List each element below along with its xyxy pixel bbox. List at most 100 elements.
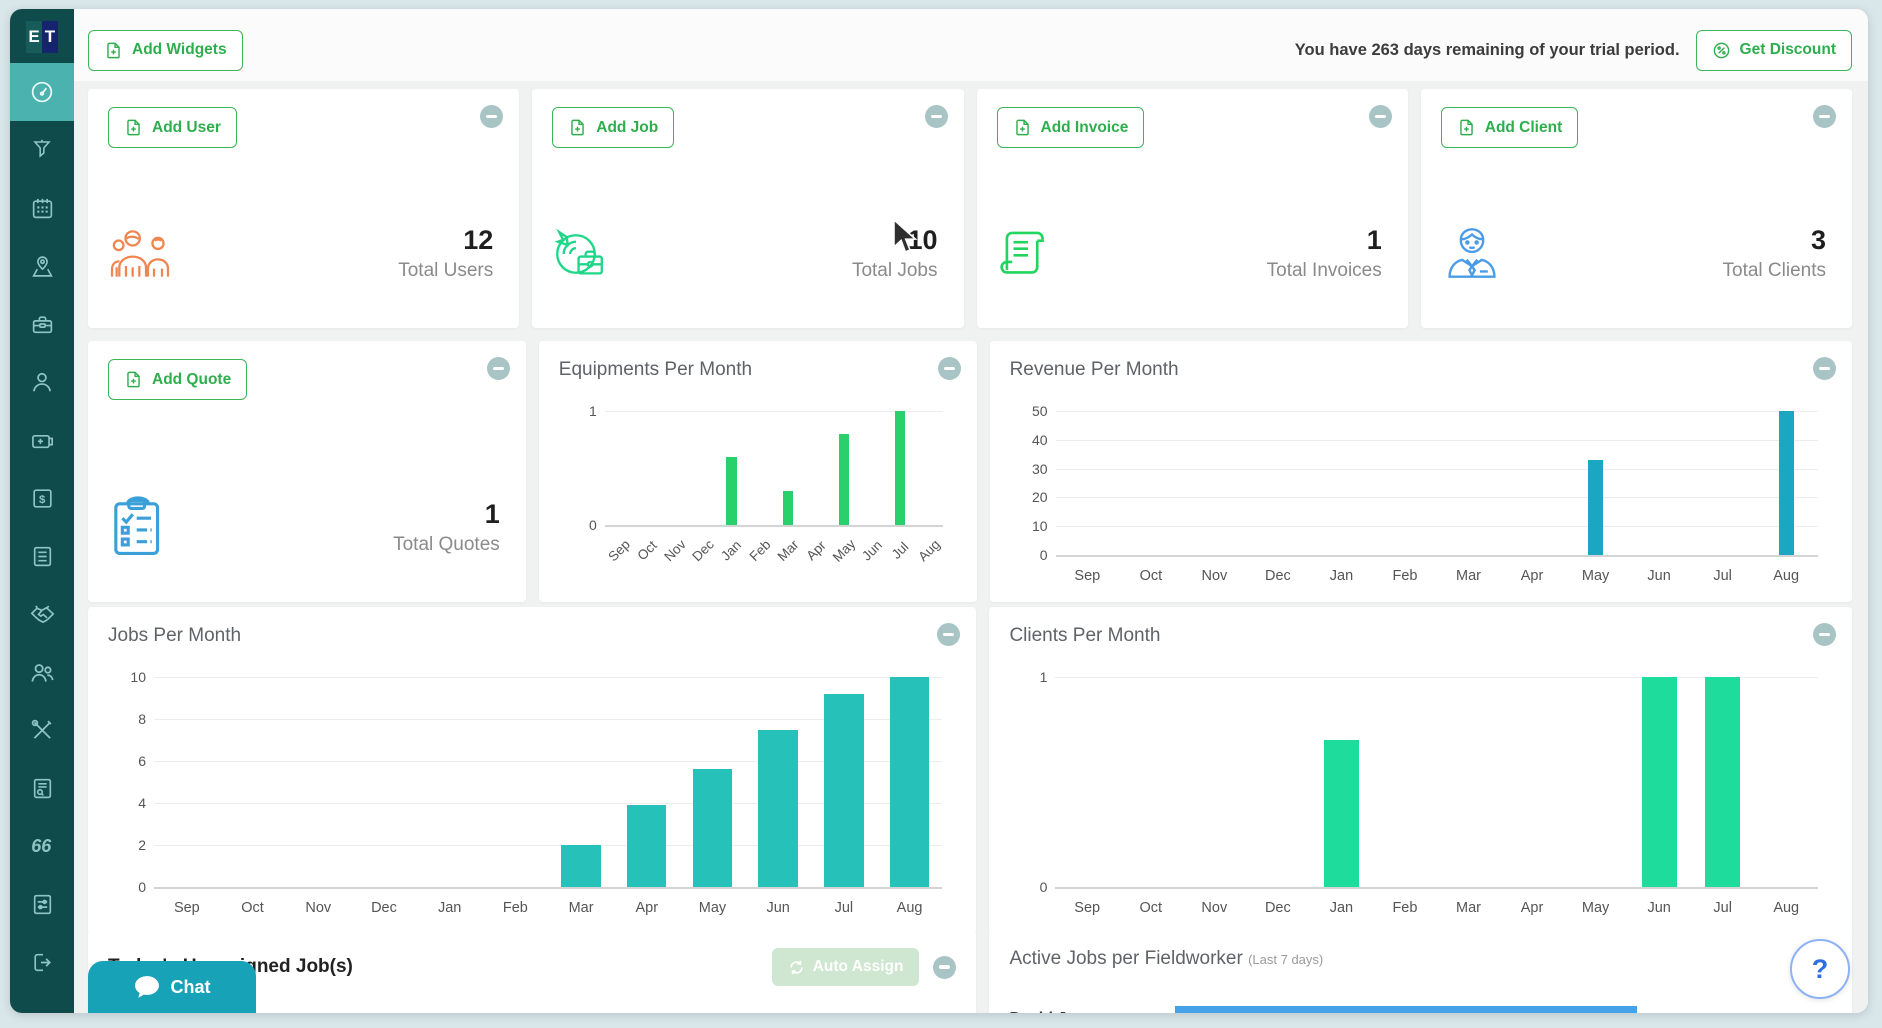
x-axis-tick: Oct [1139,900,1163,916]
dashboard-icon [31,81,53,103]
add-user-label: Add User [152,118,221,136]
fieldworker-value: 1 [1825,1012,1832,1014]
total-invoices-value: 1 [1366,224,1382,255]
sidebar-item-report[interactable] [10,759,74,817]
document-plus-icon [1459,119,1473,136]
collapse-widget-button[interactable] [1368,105,1392,128]
collapse-widget-button[interactable] [1813,105,1836,128]
sidebar-item-dashboard[interactable] [10,63,74,121]
chart-bar-jul [1705,677,1741,887]
add-invoice-button[interactable]: Add Invoice [996,107,1145,148]
total-invoices-card: Add Invoice 1 Total Invoices [976,89,1408,328]
collapse-widget-button[interactable] [480,105,504,128]
sidebar-item-handshake[interactable] [10,585,74,643]
x-axis-tick: Feb [1392,900,1418,916]
add-client-button[interactable]: Add Client [1440,107,1579,148]
x-axis-tick: Dec [689,536,718,565]
fieldworker-bar-track [1175,1006,1816,1013]
sidebar-item-wallet[interactable] [10,411,74,469]
total-clients-value: 3 [1810,224,1826,255]
add-quote-label: Add Quote [152,370,232,388]
auto-assign-button[interactable]: Auto Assign [771,948,920,986]
chart-gridline [604,411,943,412]
collapse-widget-button[interactable] [486,357,510,380]
clients-chart: 0 1 Sep Oct Nov Dec Jan Feb Mar Apr May Jun Jul Aug [1040,669,1818,916]
fieldworker-name: David Jones [1009,1010,1175,1013]
revenue-chart-card: Revenue Per Month 0 10 20 30 40 50 Sep Oct Nov De… [989,341,1852,602]
chart-column [1564,411,1628,555]
x-axis-tick: Sep [1074,568,1101,584]
wallet-icon [31,434,53,448]
total-jobs-value: 10 [907,224,938,255]
total-clients-label: Total Clients [1722,260,1827,281]
x-axis-tick: Apr [635,900,659,916]
funnel-icon [33,139,51,158]
client-person-icon [1448,228,1496,279]
x-axis-tick: Jul [1713,900,1732,916]
add-client-label: Add Client [1484,118,1563,136]
add-widgets-button[interactable]: Add Widgets [88,29,243,71]
chart-gridline [154,719,943,720]
equipments-chart-card: Equipments Per Month 0 1 Sep Oct Nov Dec Jan Fe… [538,341,977,602]
collapse-widget-button[interactable] [1813,623,1836,646]
x-axis-tick: Dec [1265,568,1291,584]
calendar-icon [32,198,52,218]
document-plus-icon [1015,119,1029,136]
chart-column [1373,411,1437,555]
total-users-card: Add User 12 Total Users [88,89,520,328]
document-plus-icon [127,119,140,136]
list-document-icon [33,546,51,566]
sidebar-item-client[interactable] [10,353,74,411]
x-axis-tick: Jul [1713,568,1732,584]
add-job-button[interactable]: Add Job [552,107,675,148]
sidebar-item-funnel[interactable] [10,121,74,179]
collapse-widget-button[interactable] [933,955,957,979]
chart-bars [605,411,943,525]
chart-column [680,677,746,887]
x-axis-tick: Jun [859,537,886,564]
sidebar-item-map-location[interactable] [10,237,74,295]
x-axis-tick: Feb [746,536,774,565]
x-axis-labels: Sep Oct Nov Dec Jan Feb Mar Apr May Jun Jul Aug [154,900,942,916]
sidebar-item-preferences[interactable] [10,875,74,933]
users-group-icon [110,230,170,277]
sidebar-item-quotes[interactable]: 66 [10,817,74,875]
get-discount-button[interactable]: Get Discount [1695,29,1852,71]
jobs-chart-title: Jobs Per Month [108,625,242,646]
x-axis-tick: Sep [173,900,200,916]
sidebar-item-logout[interactable] [10,933,74,991]
chart-column [1246,677,1310,887]
fieldworker-title-text: Active Jobs per Fieldworker [1009,948,1243,969]
chat-button[interactable]: Chat [88,961,256,1013]
sidebar: E T $ [10,9,74,1013]
sidebar-item-team[interactable] [10,643,74,701]
collapse-widget-button[interactable] [1813,357,1836,380]
chart-column [1183,411,1247,555]
total-jobs-card: Add Job 10 Total Jobs [532,89,964,328]
chart-bar-jul [895,411,906,525]
fieldworker-card: Active Jobs per Fieldworker (Last 7 days… [989,930,1852,1013]
add-user-button[interactable]: Add User [108,107,237,148]
logo-letter-t: T [42,21,58,53]
collapse-widget-button[interactable] [937,623,961,646]
document-plus-icon [107,42,120,58]
collapse-widget-button[interactable] [937,357,961,380]
chart-column [285,677,351,887]
sidebar-item-tools[interactable] [10,701,74,759]
total-quotes-card: Add Quote 1 Total Quotes [88,341,526,602]
app-logo[interactable]: E T [26,21,58,53]
sidebar-item-invoice[interactable]: $ [10,469,74,527]
y-axis-tick: 1 [1039,669,1048,685]
chart-column [1500,677,1564,887]
sidebar-item-toolbox[interactable] [10,295,74,353]
chart-bar-jun [1641,677,1677,887]
collapse-widget-button[interactable] [924,105,948,128]
map-location-icon [31,255,53,277]
x-axis-tick: Aug [1773,568,1800,584]
sidebar-item-quote-list[interactable] [10,527,74,585]
x-axis-tick: Jan [718,537,745,564]
help-button[interactable]: ? [1790,939,1850,999]
add-quote-button[interactable]: Add Quote [108,359,248,400]
y-axis-tick: 40 [1031,431,1048,448]
sidebar-item-calendar[interactable] [10,179,74,237]
